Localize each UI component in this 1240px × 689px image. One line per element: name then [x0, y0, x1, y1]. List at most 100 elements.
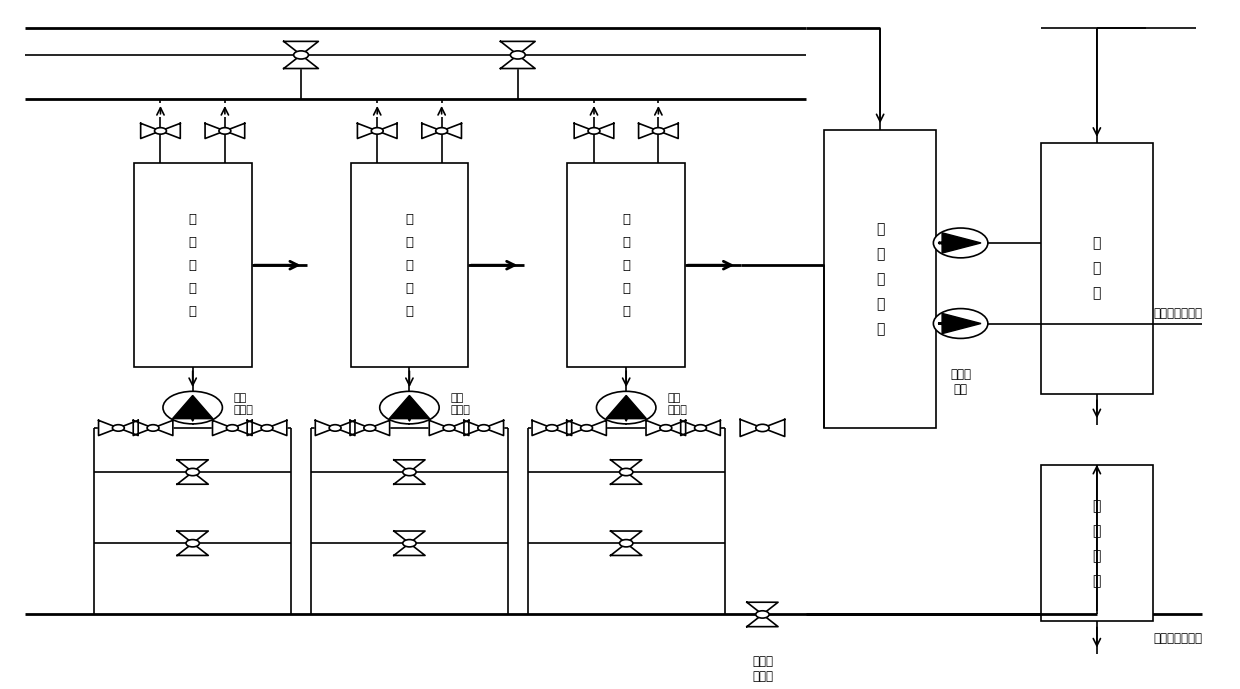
Polygon shape	[449, 420, 469, 435]
Polygon shape	[746, 602, 777, 615]
Circle shape	[294, 51, 309, 59]
Circle shape	[219, 127, 231, 134]
Polygon shape	[205, 123, 224, 138]
Polygon shape	[429, 420, 449, 435]
Polygon shape	[552, 420, 572, 435]
Polygon shape	[394, 531, 425, 543]
Polygon shape	[610, 531, 642, 543]
Polygon shape	[574, 123, 594, 138]
Polygon shape	[357, 123, 377, 138]
Text: 浓缩液
流量计: 浓缩液 流量计	[751, 655, 773, 683]
Polygon shape	[315, 420, 335, 435]
Polygon shape	[140, 123, 160, 138]
Bar	[568, 163, 684, 367]
Text: 五级
循环泵: 五级 循环泵	[450, 393, 470, 415]
Polygon shape	[133, 420, 153, 435]
Circle shape	[755, 610, 769, 618]
Polygon shape	[606, 395, 646, 419]
Circle shape	[329, 424, 341, 431]
Polygon shape	[98, 420, 118, 435]
Polygon shape	[177, 543, 208, 555]
Polygon shape	[394, 460, 425, 472]
Polygon shape	[587, 420, 606, 435]
Polygon shape	[224, 123, 244, 138]
Polygon shape	[746, 615, 777, 627]
Text: 净
液
罐: 净 液 罐	[1092, 236, 1101, 300]
Bar	[1042, 143, 1153, 394]
Circle shape	[934, 228, 988, 258]
Circle shape	[443, 424, 455, 431]
Polygon shape	[942, 313, 981, 333]
Polygon shape	[118, 420, 138, 435]
Bar	[351, 163, 469, 367]
Text: 四
级
纳
滤
膜: 四 级 纳 滤 膜	[188, 213, 197, 318]
Polygon shape	[422, 123, 441, 138]
Polygon shape	[942, 233, 981, 253]
Polygon shape	[232, 420, 252, 435]
Circle shape	[363, 424, 376, 431]
Circle shape	[588, 127, 600, 134]
Bar	[825, 130, 936, 428]
Text: 四级
循环泵: 四级 循环泵	[233, 393, 253, 415]
Polygon shape	[610, 472, 642, 484]
Text: 五
级
纳
滤
膜: 五 级 纳 滤 膜	[405, 213, 413, 318]
Polygon shape	[501, 55, 536, 68]
Polygon shape	[567, 420, 587, 435]
Circle shape	[155, 127, 166, 134]
Polygon shape	[177, 472, 208, 484]
Polygon shape	[658, 123, 678, 138]
Polygon shape	[610, 543, 642, 555]
Circle shape	[148, 424, 159, 431]
Circle shape	[620, 539, 632, 547]
Circle shape	[227, 424, 238, 431]
Polygon shape	[177, 531, 208, 543]
Polygon shape	[441, 123, 461, 138]
Polygon shape	[267, 420, 286, 435]
Polygon shape	[594, 123, 614, 138]
Polygon shape	[335, 420, 355, 435]
Circle shape	[660, 424, 672, 431]
Text: 用于调配浸渍碱: 用于调配浸渍碱	[1153, 307, 1202, 320]
Polygon shape	[646, 420, 666, 435]
Polygon shape	[639, 123, 658, 138]
Text: 净
液
缓
冲
罐: 净 液 缓 冲 罐	[875, 222, 884, 336]
Polygon shape	[763, 420, 785, 437]
Circle shape	[371, 127, 383, 134]
Circle shape	[379, 391, 439, 424]
Circle shape	[546, 424, 558, 431]
Polygon shape	[610, 460, 642, 472]
Polygon shape	[212, 420, 232, 435]
Polygon shape	[160, 123, 180, 138]
Polygon shape	[284, 55, 319, 68]
Polygon shape	[394, 472, 425, 484]
Circle shape	[934, 309, 988, 338]
Polygon shape	[350, 420, 370, 435]
Polygon shape	[740, 420, 763, 437]
Circle shape	[403, 539, 417, 547]
Circle shape	[694, 424, 707, 431]
Text: 用于调配溶解碱: 用于调配溶解碱	[1153, 632, 1202, 645]
Circle shape	[477, 424, 490, 431]
Circle shape	[186, 469, 200, 475]
Polygon shape	[284, 41, 319, 55]
Polygon shape	[484, 420, 503, 435]
Circle shape	[580, 424, 593, 431]
Circle shape	[620, 469, 632, 475]
Circle shape	[652, 127, 665, 134]
Bar	[1042, 465, 1153, 621]
Polygon shape	[532, 420, 552, 435]
Circle shape	[755, 424, 769, 431]
Text: 浓
缩
液
罐: 浓 缩 液 罐	[1092, 499, 1101, 588]
Polygon shape	[666, 420, 686, 435]
Circle shape	[262, 424, 273, 431]
Text: 六
级
纳
滤
膜: 六 级 纳 滤 膜	[622, 213, 630, 318]
Circle shape	[162, 391, 222, 424]
Circle shape	[435, 127, 448, 134]
Polygon shape	[389, 395, 429, 419]
Polygon shape	[177, 460, 208, 472]
Circle shape	[511, 51, 526, 59]
Polygon shape	[681, 420, 701, 435]
Polygon shape	[153, 420, 172, 435]
Polygon shape	[464, 420, 484, 435]
Polygon shape	[172, 395, 213, 419]
